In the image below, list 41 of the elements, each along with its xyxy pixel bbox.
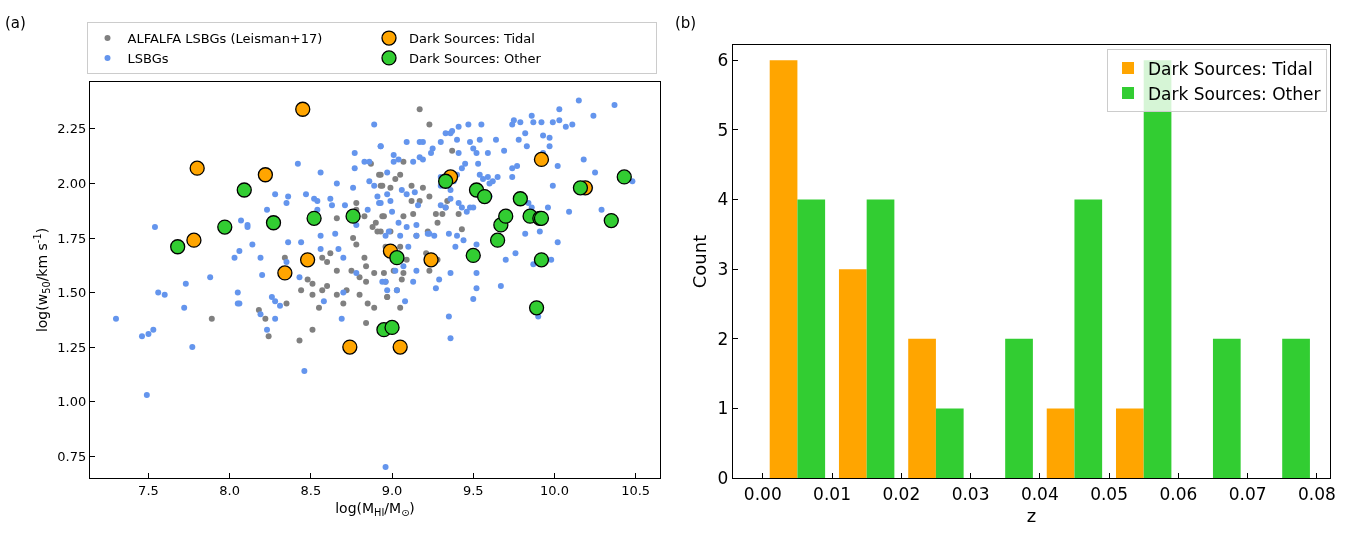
x-tick-label: 0.02 bbox=[882, 483, 921, 504]
x-tick-label: 0.01 bbox=[813, 483, 851, 504]
x-tick-label: 7.5 bbox=[138, 482, 159, 498]
legend-label: Dark Sources: Other bbox=[409, 51, 542, 66]
y-tick-label: 1 bbox=[717, 398, 729, 419]
x-axis-title: z bbox=[1026, 504, 1037, 526]
legend-label: Dark Sources: Other bbox=[1148, 83, 1321, 104]
y-tick-label: 4 bbox=[717, 189, 729, 210]
y-tick-label: 0.75 bbox=[57, 448, 87, 464]
x-tick-label: 0.06 bbox=[1159, 483, 1198, 504]
legend-label: ALFALFA LSBGs (Leisman+17) bbox=[127, 31, 323, 47]
x-tick-label: 10.0 bbox=[539, 482, 569, 498]
y-tick-label: 1.00 bbox=[57, 394, 87, 410]
text: (b) bbox=[675, 14, 697, 32]
legend-label: LSBGs bbox=[127, 51, 169, 66]
x-tick-label: 9.5 bbox=[462, 482, 484, 498]
x-tick-label: 0.04 bbox=[1020, 483, 1059, 504]
y-tick-label: 5 bbox=[717, 119, 729, 140]
y-tick-label: 3 bbox=[717, 259, 729, 280]
x-tick-label: 8.5 bbox=[300, 482, 322, 498]
y-tick-label: 2 bbox=[717, 328, 729, 349]
y-tick-label: 6 bbox=[717, 50, 729, 71]
y-tick-label: 1.50 bbox=[57, 285, 87, 301]
x-tick-label: 0.03 bbox=[951, 483, 990, 504]
y-tick-label: 1.75 bbox=[57, 230, 87, 246]
legend-label: Dark Sources: Tidal bbox=[409, 31, 535, 47]
x-axis-title: log(M$_{HI}$/M$_{⊙}$) bbox=[335, 500, 415, 518]
x-tick-label: 9.0 bbox=[381, 482, 403, 498]
x-tick-label: 0.05 bbox=[1090, 483, 1128, 504]
x-tick-label: 0.00 bbox=[743, 483, 782, 504]
y-tick-label: 0 bbox=[717, 467, 729, 488]
x-tick-label: 10.5 bbox=[621, 482, 651, 498]
x-tick-label: 0.08 bbox=[1297, 483, 1336, 504]
y-tick-label: 2.25 bbox=[57, 121, 87, 137]
x-tick-label: 8.0 bbox=[219, 482, 240, 498]
y-tick-label: 2.00 bbox=[57, 176, 87, 191]
text: (a) bbox=[5, 14, 26, 32]
y-axis-title: Count bbox=[688, 234, 710, 289]
legend-label: Dark Sources: Tidal bbox=[1148, 58, 1313, 79]
y-tick-label: 1.25 bbox=[57, 339, 87, 355]
x-tick-label: 0.07 bbox=[1228, 483, 1267, 504]
